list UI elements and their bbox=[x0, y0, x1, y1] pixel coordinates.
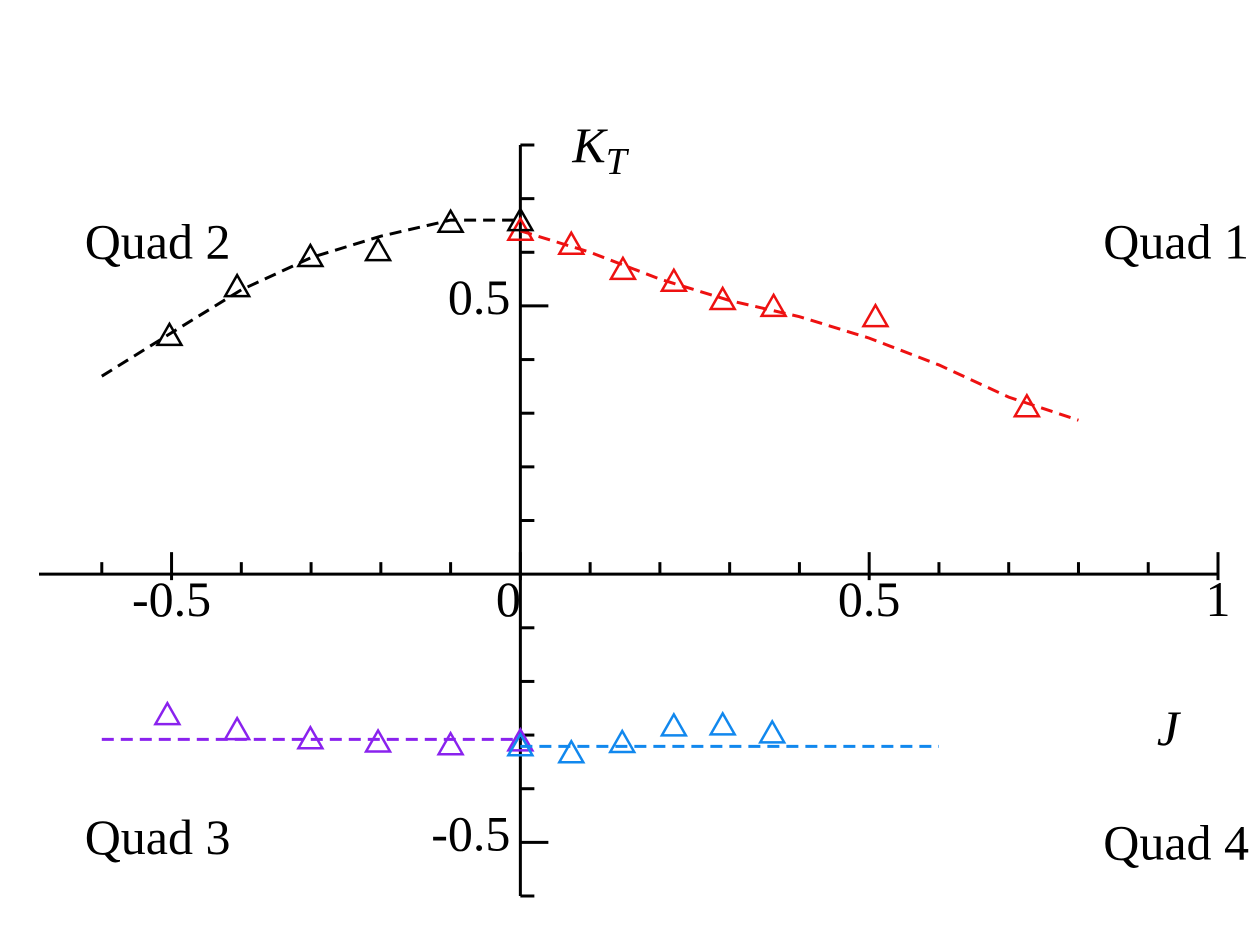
triangle-marker bbox=[296, 724, 325, 750]
triangle-marker bbox=[296, 242, 325, 268]
triangle-marker bbox=[363, 727, 393, 753]
quadrant-label: Quad 4 bbox=[1103, 814, 1249, 870]
triangle-marker bbox=[153, 700, 182, 726]
triangle-marker bbox=[557, 738, 586, 764]
triangle-marker bbox=[436, 730, 465, 756]
quadrant-label: Quad 2 bbox=[85, 214, 231, 270]
triangle-marker bbox=[758, 718, 787, 744]
triangle-marker bbox=[708, 285, 737, 311]
triangle-marker bbox=[608, 728, 637, 754]
triangle-marker bbox=[861, 302, 890, 328]
y-tick-label: -0.5 bbox=[431, 805, 510, 861]
triangle-marker bbox=[506, 206, 535, 232]
x-tick-label: -0.5 bbox=[132, 571, 211, 627]
triangle-marker bbox=[659, 267, 688, 292]
triangle-marker bbox=[363, 236, 393, 262]
y-tick-label: 0.5 bbox=[448, 269, 511, 325]
triangle-marker bbox=[506, 731, 535, 757]
triangle-marker bbox=[608, 255, 638, 281]
y-label-subscript: T bbox=[606, 141, 630, 183]
x-axis-label: J bbox=[1157, 700, 1182, 756]
quadrant-label: Quad 1 bbox=[1103, 214, 1249, 270]
triangle-marker bbox=[155, 321, 184, 347]
triangle-marker bbox=[1012, 392, 1042, 418]
triangle-marker bbox=[659, 711, 688, 737]
y-axis-label: KT bbox=[571, 117, 629, 183]
fit-line bbox=[100, 218, 521, 378]
quadrant-label: Quad 3 bbox=[85, 809, 231, 865]
x-tick-label: 0 bbox=[496, 571, 521, 627]
triangle-marker bbox=[708, 710, 737, 736]
x-tick-label: 0.5 bbox=[838, 571, 901, 627]
triangle-marker bbox=[759, 292, 788, 318]
triangle-marker bbox=[436, 208, 465, 233]
triangle-marker bbox=[222, 715, 252, 741]
triangle-marker bbox=[557, 230, 586, 255]
triangle-marker bbox=[506, 726, 535, 752]
x-tick-label: 1 bbox=[1206, 571, 1231, 627]
y-label-main: K bbox=[571, 117, 608, 173]
triangle-marker bbox=[222, 272, 252, 298]
fit-line bbox=[519, 229, 1079, 422]
